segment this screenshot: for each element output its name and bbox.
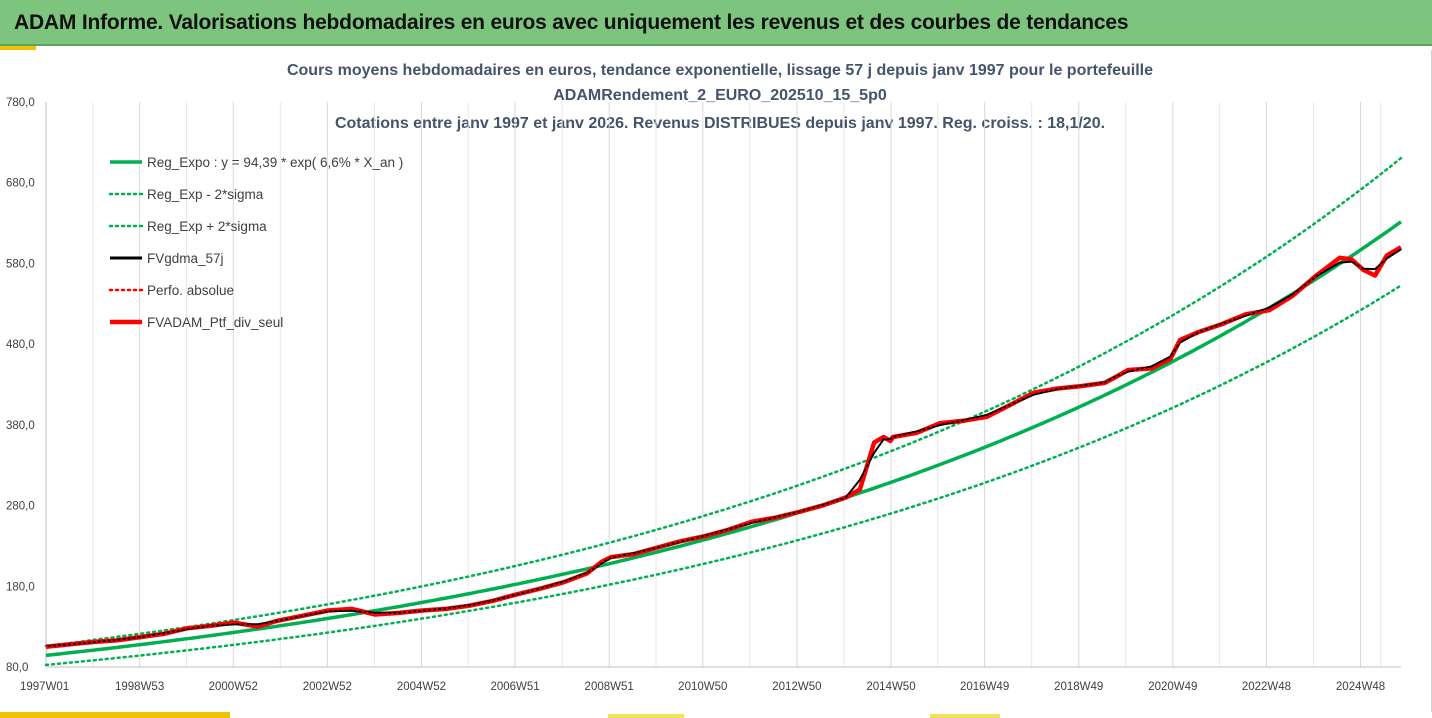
legend-label-0: Reg_Expo : y = 94,39 * exp( 6,6% * X_an …: [147, 155, 403, 170]
series-reg-lower: [44, 284, 1403, 667]
accent-bar-bottom-mid: [608, 714, 684, 718]
legend-label-1: Reg_Exp - 2*sigma: [147, 187, 264, 202]
accent-bar-bottom: [0, 712, 230, 718]
x-tick-label: 2016W49: [960, 681, 1009, 693]
y-tick-label: 580,0: [6, 258, 35, 270]
legend-label-5: FVADAM_Ptf_div_seul: [147, 315, 283, 330]
series-reg-expo: [45, 220, 1403, 658]
y-tick-label: 80,0: [6, 662, 28, 674]
y-tick-label: 680,0: [6, 178, 35, 190]
x-tick-label: 2002W52: [303, 681, 352, 693]
y-tick-label: 780,0: [6, 97, 35, 109]
x-tick-label: 2024W48: [1336, 681, 1385, 693]
legend-label-2: Reg_Exp + 2*sigma: [147, 219, 267, 234]
accent-bar-left: [0, 46, 36, 50]
x-tick-label: 2018W49: [1054, 681, 1103, 693]
y-tick-label: 180,0: [6, 581, 35, 593]
x-tick-label: 2000W52: [209, 681, 258, 693]
report-title: ADAM Informe. Valorisations hebdomadaire…: [14, 11, 1129, 34]
chart-svg: Cours moyens hebdomadaires en euros, ten…: [6, 62, 1403, 693]
y-tick-label: 280,0: [6, 501, 35, 513]
accent-bar-bottom-right: [930, 714, 1000, 718]
x-tick-label: 2014W50: [866, 681, 915, 693]
x-tick-label: 2004W52: [397, 681, 446, 693]
x-tick-label: 2010W50: [678, 681, 727, 693]
x-tick-label: 2022W48: [1242, 681, 1291, 693]
chart-area: Cours moyens hebdomadaires en euros, ten…: [0, 50, 1432, 712]
legend-label-4: Perfo. absolue: [147, 283, 234, 298]
chart-title-line-1: Cours moyens hebdomadaires en euros, ten…: [287, 62, 1153, 79]
x-tick-label: 2020W49: [1148, 681, 1197, 693]
chart-title-line-2: ADAMRendement_2_EURO_202510_15_5p0: [553, 87, 887, 104]
x-tick-label: 2006W51: [490, 681, 539, 693]
y-tick-label: 380,0: [6, 420, 35, 432]
series-fvgdma-57j: [45, 248, 1402, 648]
series-fvadam-ptf: [45, 245, 1403, 650]
report-header: ADAM Informe. Valorisations hebdomadaire…: [0, 0, 1432, 46]
x-tick-label: 1997W01: [20, 681, 69, 693]
x-tick-label: 2008W51: [585, 681, 634, 693]
series-perfo-absolue: [45, 246, 1402, 648]
chart-title-line-3: Cotations entre janv 1997 et janv 2026. …: [335, 115, 1105, 132]
legend-label-3: FVgdma_57j: [147, 251, 224, 266]
x-tick-label: 1998W53: [115, 681, 164, 693]
y-tick-label: 480,0: [6, 339, 35, 351]
series-reg-upper: [44, 156, 1403, 648]
x-tick-label: 2012W50: [772, 681, 821, 693]
